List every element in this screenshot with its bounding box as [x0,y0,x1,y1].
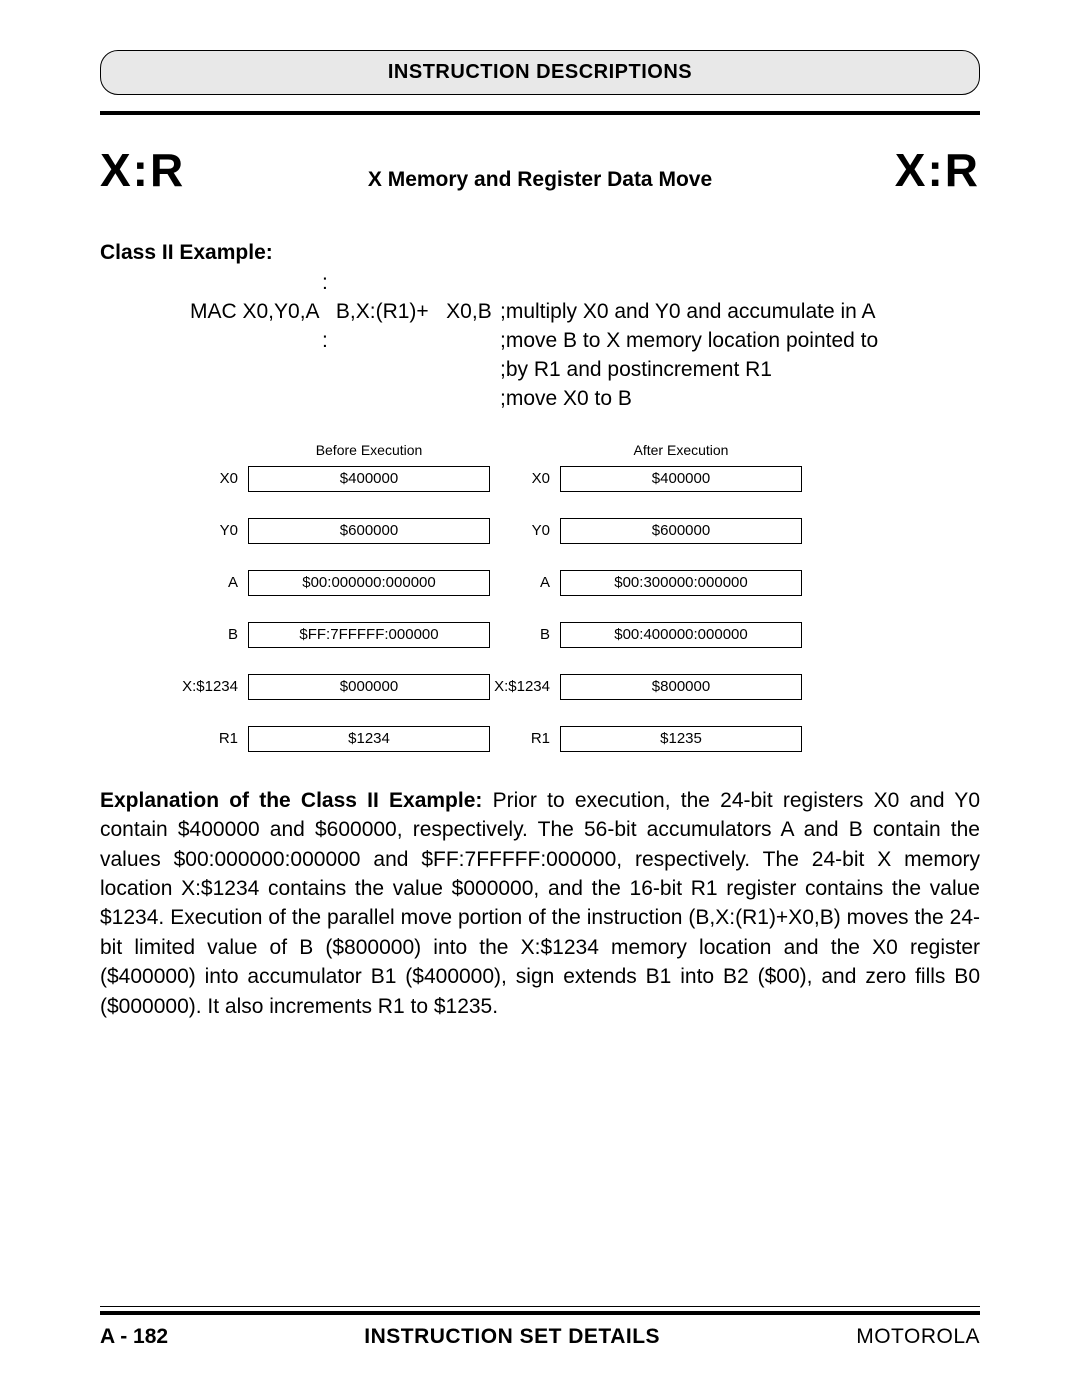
reg-label: X0 [176,470,248,487]
before-header: Before Execution [248,442,490,458]
reg-before: $000000 [248,674,490,700]
reg-row: X0 $400000 X0 $400000 [176,464,966,494]
mnemonic-left: X:R [100,143,185,197]
code-row: MAC X0,Y0,A B,X:(R1)+ X0,B ;multiply X0 … [190,298,980,327]
reg-after: $800000 [560,674,802,700]
header-title: INSTRUCTION DESCRIPTIONS [388,61,692,83]
footer-center: INSTRUCTION SET DETAILS [168,1325,856,1349]
header-rule [100,111,980,115]
explanation-body: Prior to execution, the 24-bit registers… [100,789,980,1018]
code-right: ;move B to X memory location pointed to [500,327,980,356]
title-center: X Memory and Register Data Move [185,150,895,192]
footer: A - 182 INSTRUCTION SET DETAILS MOTOROLA [100,1306,980,1349]
code-row: ;move X0 to B [190,385,980,414]
code-left [190,356,500,385]
header-pill: INSTRUCTION DESCRIPTIONS [100,50,980,95]
reg-label-after: X:$1234 [490,678,560,695]
code-block: : MAC X0,Y0,A B,X:(R1)+ X0,B ;multiply X… [190,269,980,414]
footer-left: A - 182 [100,1325,168,1349]
code-right: ;multiply X0 and Y0 and accumulate in A [500,298,980,327]
footer-rule-thin [100,1306,980,1307]
code-colon-mid: : [190,327,500,356]
reg-row: A $00:000000:000000 A $00:300000:000000 [176,568,966,598]
example-section-label: Class II Example: [100,241,980,265]
page: INSTRUCTION DESCRIPTIONS X:R X Memory an… [0,0,1080,1397]
execution-table: Before Execution After Execution X0 $400… [176,442,966,754]
reg-label: R1 [176,730,248,747]
code-left: MAC X0,Y0,A B,X:(R1)+ X0,B [190,298,500,327]
reg-after: $600000 [560,518,802,544]
reg-label-after: B [490,626,560,643]
code-right: ;by R1 and postincrement R1 [500,356,980,385]
reg-row: Y0 $600000 Y0 $600000 [176,516,966,546]
reg-after: $400000 [560,466,802,492]
reg-label: A [176,574,248,591]
reg-label: X:$1234 [176,678,248,695]
reg-label: Y0 [176,522,248,539]
title-row: X:R X Memory and Register Data Move X:R [100,143,980,197]
reg-before: $400000 [248,466,490,492]
reg-before: $00:000000:000000 [248,570,490,596]
reg-before: $1234 [248,726,490,752]
reg-label-after: X0 [490,470,560,487]
reg-row: R1 $1234 R1 $1235 [176,724,966,754]
reg-row: B $FF:7FFFFF:000000 B $00:400000:000000 [176,620,966,650]
code-row: : ;move B to X memory location pointed t… [190,327,980,356]
exec-headers: Before Execution After Execution [176,442,966,458]
reg-after: $1235 [560,726,802,752]
explanation-lead: Explanation of the Class II Example: [100,789,482,812]
reg-before: $600000 [248,518,490,544]
reg-row: X:$1234 $000000 X:$1234 $800000 [176,672,966,702]
reg-label: B [176,626,248,643]
code-left [190,385,500,414]
code-colon-top: : [190,269,980,298]
explanation-paragraph: Explanation of the Class II Example: Pri… [100,786,980,1021]
footer-row: A - 182 INSTRUCTION SET DETAILS MOTOROLA [100,1325,980,1349]
mnemonic-right: X:R [895,143,980,197]
reg-label-after: R1 [490,730,560,747]
code-row: ;by R1 and postincrement R1 [190,356,980,385]
after-header: After Execution [560,442,802,458]
reg-after: $00:400000:000000 [560,622,802,648]
footer-right: MOTOROLA [856,1325,980,1349]
reg-label-after: Y0 [490,522,560,539]
reg-after: $00:300000:000000 [560,570,802,596]
footer-rule-thick [100,1311,980,1315]
reg-label-after: A [490,574,560,591]
reg-before: $FF:7FFFFF:000000 [248,622,490,648]
code-right: ;move X0 to B [500,385,980,414]
